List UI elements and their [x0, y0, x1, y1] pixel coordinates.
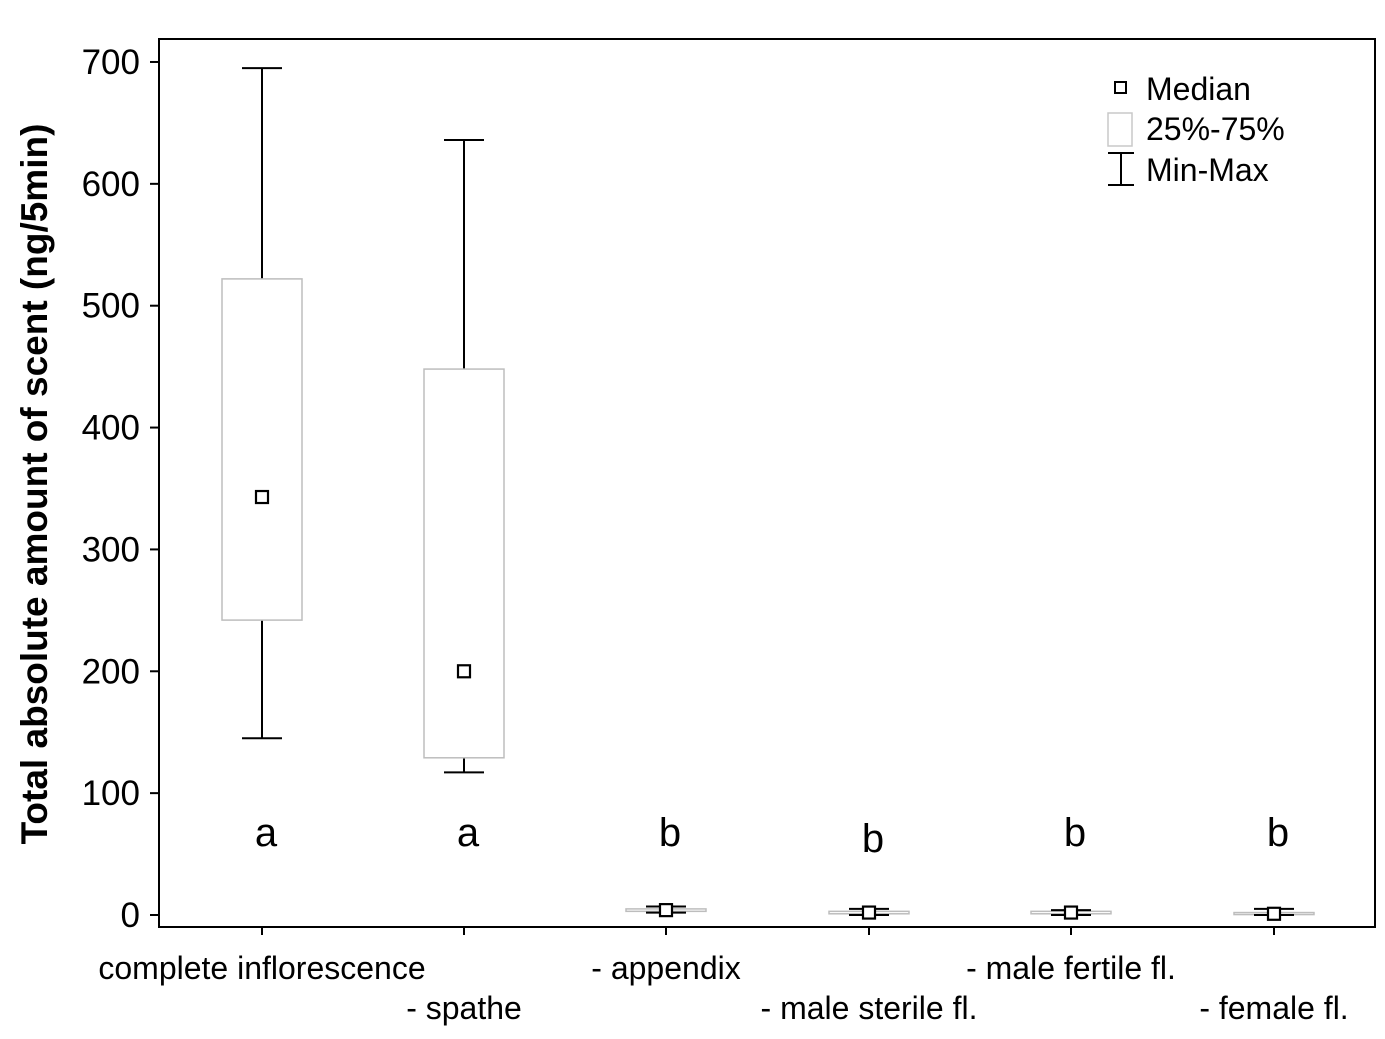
iqr-box — [221, 278, 303, 621]
x-category-label: complete inflorescence — [98, 950, 425, 986]
x-category-label: - female fl. — [1199, 990, 1348, 1026]
box-group: a — [423, 138, 505, 855]
plot-frame — [158, 38, 1376, 928]
box-group: b — [1030, 811, 1112, 920]
x-category-label: - appendix — [591, 950, 740, 986]
median-marker — [861, 905, 877, 920]
significance-letter: b — [1267, 811, 1289, 855]
median-marker — [1063, 905, 1079, 920]
y-axis-label: Total absolute amount of scent (ng/5min) — [14, 124, 55, 845]
legend-median-symbol — [1114, 81, 1127, 94]
box-group: a — [221, 67, 303, 855]
y-tick-label: 500 — [82, 287, 140, 326]
box-group: b — [828, 817, 910, 920]
y-tick-label: 400 — [82, 409, 140, 448]
iqr-box — [423, 368, 505, 759]
legend-whisker-label: Min-Max — [1146, 152, 1269, 188]
y-tick-label: 100 — [82, 774, 140, 813]
y-tick-label: 300 — [82, 530, 140, 569]
x-axis: complete inflorescence - spathe - appendix… — [98, 927, 1349, 1026]
y-tick-label: 200 — [82, 652, 140, 691]
legend-box-symbol — [1107, 112, 1133, 147]
y-tick-label: 700 — [82, 43, 140, 82]
x-category-label: - male sterile fl. — [761, 990, 978, 1026]
y-tick-label: 0 — [121, 896, 140, 935]
legend: Median 25%-75% Min-Max — [1107, 71, 1285, 188]
x-category-label: - male fertile fl. — [966, 950, 1176, 986]
legend-whisker-symbol — [1108, 152, 1134, 186]
significance-letter: b — [1064, 811, 1086, 855]
x-category-label: - spathe — [406, 990, 522, 1026]
significance-letter: a — [457, 811, 480, 855]
median-marker — [1266, 906, 1282, 921]
significance-letter: b — [862, 817, 884, 861]
legend-median-label: Median — [1146, 71, 1251, 107]
box-group: b — [625, 811, 707, 918]
y-axis: 0 100 200 300 400 500 600 700 — [82, 43, 159, 935]
legend-box-label: 25%-75% — [1146, 111, 1285, 147]
box-group: b — [1233, 811, 1315, 921]
significance-letter: b — [659, 811, 681, 855]
significance-letter: a — [255, 811, 278, 855]
median-marker — [456, 664, 472, 679]
median-marker — [254, 489, 270, 505]
y-tick-label: 600 — [82, 165, 140, 204]
median-marker — [658, 903, 674, 918]
